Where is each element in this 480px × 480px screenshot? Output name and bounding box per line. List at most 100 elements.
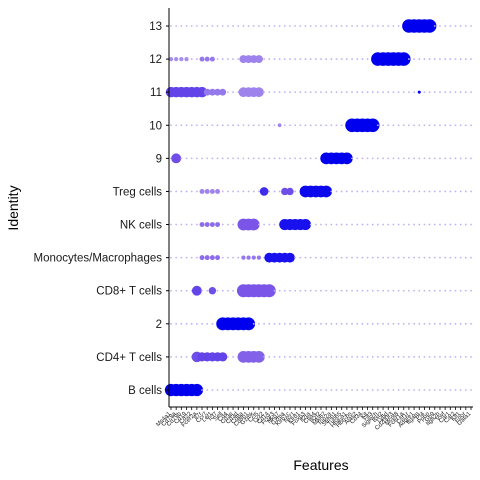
dot bbox=[258, 190, 260, 193]
dot bbox=[320, 124, 322, 127]
dot bbox=[376, 322, 379, 325]
dot bbox=[232, 289, 234, 292]
dot bbox=[252, 389, 255, 391]
dot bbox=[221, 289, 224, 292]
dot bbox=[392, 389, 395, 391]
dot bbox=[351, 223, 353, 226]
dot bbox=[256, 255, 262, 260]
dot bbox=[408, 190, 410, 193]
dot bbox=[330, 389, 333, 391]
dot bbox=[423, 223, 426, 226]
dot bbox=[196, 86, 208, 98]
dot bbox=[454, 124, 457, 127]
dot bbox=[408, 124, 410, 127]
dot bbox=[335, 256, 338, 259]
dot bbox=[299, 355, 302, 358]
dot bbox=[366, 322, 369, 325]
dot bbox=[304, 58, 307, 61]
dots bbox=[164, 19, 472, 397]
dot bbox=[356, 157, 359, 160]
dot bbox=[237, 124, 240, 127]
dot bbox=[232, 223, 234, 226]
dot bbox=[278, 58, 281, 61]
dot bbox=[226, 289, 229, 292]
dot bbox=[351, 322, 353, 325]
dot bbox=[459, 389, 462, 391]
dot bbox=[444, 389, 447, 391]
dot bbox=[423, 124, 426, 127]
dot bbox=[304, 322, 307, 325]
dot bbox=[356, 389, 359, 391]
dot bbox=[335, 355, 338, 358]
dot bbox=[209, 222, 215, 228]
dot bbox=[413, 223, 416, 226]
dot bbox=[418, 322, 421, 325]
dot bbox=[351, 25, 353, 27]
dot bbox=[345, 322, 348, 325]
dot bbox=[273, 157, 276, 160]
dot bbox=[175, 190, 178, 193]
dot bbox=[439, 91, 441, 94]
dot bbox=[340, 289, 343, 292]
dot bbox=[433, 389, 436, 391]
dot bbox=[320, 91, 322, 94]
dot bbox=[402, 223, 405, 226]
dot bbox=[335, 58, 338, 61]
dot bbox=[402, 91, 405, 94]
dot bbox=[470, 58, 472, 61]
dot bbox=[304, 25, 307, 27]
dot bbox=[289, 91, 291, 94]
dot bbox=[185, 223, 188, 226]
dot bbox=[464, 25, 467, 27]
dot bbox=[221, 25, 224, 27]
dot bbox=[408, 389, 410, 391]
dot bbox=[278, 157, 281, 160]
dot bbox=[283, 289, 286, 292]
dot bbox=[418, 124, 421, 127]
dot bbox=[408, 223, 410, 226]
dot bbox=[387, 124, 390, 127]
dot bbox=[216, 124, 219, 127]
dot bbox=[428, 289, 431, 292]
dot bbox=[423, 190, 426, 193]
dot bbox=[454, 190, 457, 193]
dot bbox=[309, 355, 312, 358]
dot bbox=[263, 355, 266, 358]
dot bbox=[294, 25, 297, 27]
dot bbox=[464, 157, 467, 160]
dot bbox=[273, 58, 276, 61]
dot bbox=[433, 256, 436, 259]
y-tick-label: 13 bbox=[149, 21, 162, 33]
dot bbox=[454, 157, 457, 160]
dot bbox=[278, 389, 281, 391]
dot bbox=[258, 25, 260, 27]
dot bbox=[195, 322, 198, 325]
y-axis-title: Identity bbox=[5, 185, 21, 230]
dot bbox=[185, 25, 188, 27]
dot bbox=[433, 190, 436, 193]
dot bbox=[418, 157, 421, 160]
dot bbox=[402, 322, 405, 325]
dot bbox=[199, 222, 205, 228]
dot bbox=[387, 91, 390, 94]
dot bbox=[376, 389, 379, 391]
dot bbox=[444, 322, 447, 325]
dot bbox=[376, 355, 379, 358]
dot bbox=[382, 355, 384, 358]
dot bbox=[278, 91, 281, 94]
dot bbox=[330, 355, 333, 358]
dot bbox=[304, 91, 307, 94]
dot bbox=[413, 58, 416, 61]
dot bbox=[179, 56, 184, 62]
dot bbox=[423, 91, 426, 94]
dot bbox=[221, 389, 224, 391]
dot bbox=[464, 190, 467, 193]
dot bbox=[408, 322, 410, 325]
dot bbox=[428, 322, 431, 325]
dot bbox=[361, 223, 364, 226]
dot bbox=[366, 91, 369, 94]
dot bbox=[180, 223, 183, 226]
dot bbox=[278, 25, 281, 27]
dot bbox=[209, 188, 215, 194]
dot bbox=[314, 289, 317, 292]
